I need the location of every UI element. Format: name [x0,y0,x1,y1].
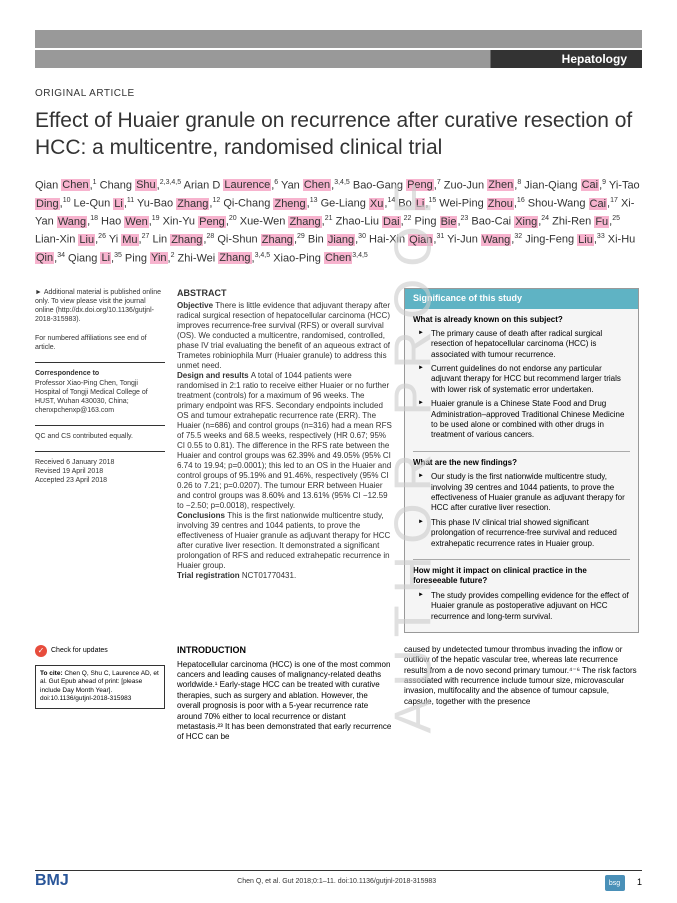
divider [35,425,165,426]
header-bar-section: Hepatology [35,50,642,68]
article-title: Effect of Huaier granule on recurrence a… [35,107,642,162]
abstract: ABSTRACT Objective There is little evide… [177,288,392,633]
abstract-objective: Objective There is little evidence that … [177,301,392,371]
bsg-icon: bsg [605,875,625,891]
sidebar: ► Additional material is published onlin… [35,288,165,633]
bmj-logo: BMJ [35,872,69,890]
intro-col-2: caused by undetected tumour thrombus inv… [404,645,639,743]
intro-col-1: INTRODUCTION Hepatocellular carcinoma (H… [177,645,392,743]
page: Hepatology ORIGINAL ARTICLE Effect of Hu… [0,0,677,763]
intro-row: ✓ Check for updates To cite: Chen Q, Shu… [35,645,642,743]
authors-list: Qian Chen,1 Chang Shu,2,3,4,5 Arian D La… [35,177,642,268]
header-bar [35,30,642,48]
divider [35,451,165,452]
intro-sidebar: ✓ Check for updates To cite: Chen Q, Shu… [35,645,165,743]
additional-material-note: ► Additional material is published onlin… [35,288,165,324]
abstract-heading: ABSTRACT [177,288,392,299]
significance-item: Current guidelines do not endorse any pa… [423,364,630,395]
journal-section: Hepatology [562,52,627,66]
significance-impact: How might it impact on clinical practice… [405,560,638,632]
significance-item: The primary cause of death after radical… [423,329,630,360]
check-icon: ✓ [35,645,47,657]
significance-findings: What are the new findings? Our study is … [405,452,638,559]
significance-item: The study provides compelling evidence f… [423,591,630,622]
abstract-design: Design and results A total of 1044 patie… [177,371,392,511]
abstract-conclusions: Conclusions This is the first nationwide… [177,511,392,571]
page-number: 1 [637,877,642,887]
significance-box: Significance of this study What is alrea… [404,288,639,633]
cite-box: To cite: Chen Q, Shu C, Laurence AD, et … [35,665,165,709]
correspondence: Correspondence to Professor Xiao-Ping Ch… [35,369,165,414]
content-row: ► Additional material is published onlin… [35,288,642,633]
check-updates-button[interactable]: ✓ Check for updates [35,645,165,657]
significance-known: What is already known on this subject? T… [405,309,638,451]
significance-header: Significance of this study [405,289,638,309]
footer-citation: Chen Q, et al. Gut 2018;0:1–11. doi:10.1… [237,878,436,885]
significance-item: Huaier granule is a Chinese State Food a… [423,399,630,441]
significance-item: Our study is the first nationwide multic… [423,472,630,514]
footer: BMJ Chen Q, et al. Gut 2018;0:1–11. doi:… [35,872,642,892]
affiliations-note: For numbered affiliations see end of art… [35,334,165,352]
significance-item: This phase IV clinical trial showed sign… [423,518,630,549]
intro-heading: INTRODUCTION [177,645,392,657]
equal-contribution: QC and CS contributed equally. [35,432,165,441]
dates: Received 6 January 2018 Revised 19 April… [35,458,165,485]
divider [35,362,165,363]
article-type: ORIGINAL ARTICLE [35,88,642,99]
abstract-trial: Trial registration NCT01770431. [177,571,392,581]
